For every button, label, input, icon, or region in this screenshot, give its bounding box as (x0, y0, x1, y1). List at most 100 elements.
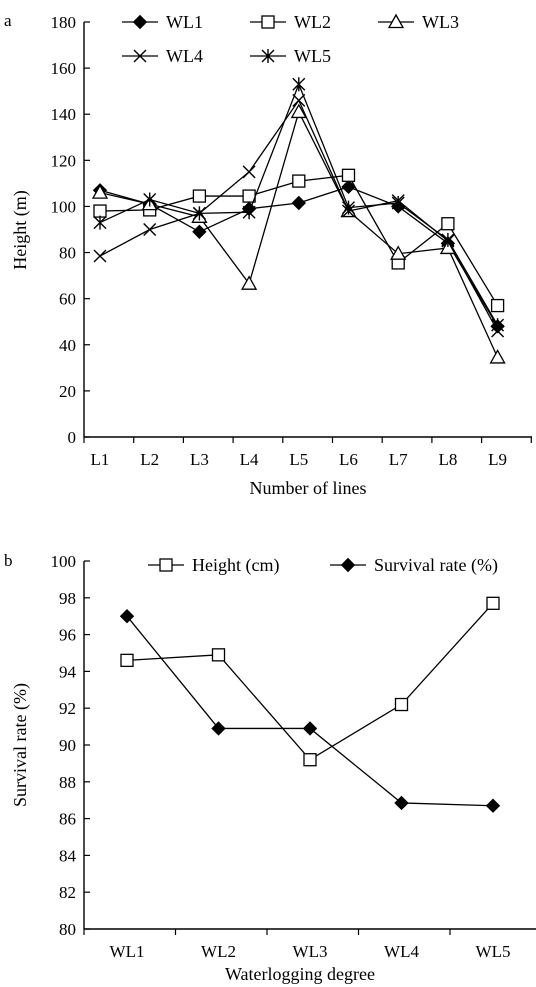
a-series-wl5-point-L9-shape (491, 318, 505, 333)
a-x-tick-label-L4: L4 (240, 450, 259, 469)
panel-b-legend: Height (cm) Survival rate (%) (148, 555, 498, 576)
a-series-wl3-point-L5 (290, 103, 307, 119)
a-series-wl2-point-L6 (341, 168, 356, 182)
a-y-tick-label-180: 180 (51, 13, 77, 32)
a-series-wl5-point-L5-shape (292, 77, 306, 92)
a-legend-item-wl2: WL2 (250, 12, 331, 32)
a-series-wl5-point-L1 (93, 215, 107, 230)
a-series-wl3-point-L7-shape (390, 245, 407, 260)
a-series-wl1-point-L5 (291, 195, 307, 211)
panel-b-ticks: 80 82 84 86 88 90 92 94 96 98 100 WL1 WL2 WL3 WL4 WL5 (51, 552, 511, 961)
b-series-height-cm-point-WL3-shape (303, 753, 317, 767)
a-series-wl3-point-L9-shape (489, 349, 506, 364)
b-x-tick-label-WL3: WL3 (293, 942, 328, 961)
panel-a-ticks: 0 20 40 60 80 100 120 140 160 180 L1 L2 L3 L4 L5 L6 L7 L8… (51, 13, 532, 469)
panel-b-label: b (4, 551, 13, 570)
b-series-survival-rate-point-WL2 (211, 721, 226, 736)
a-legend-marker-wl4-shape (133, 49, 147, 63)
a-legend-item-wl5: WL5 (250, 46, 331, 66)
a-series-wl2-point-L1 (93, 204, 107, 218)
a-series-wl2-point-L6-shape (341, 168, 356, 182)
b-x-tick-label-WL4: WL4 (384, 942, 419, 961)
b-legend-item-survival-rate: Survival rate (%) (330, 555, 498, 576)
a-series-wl1-point-L3-shape (192, 224, 207, 240)
a-series-wl1-point-L5-shape (291, 195, 307, 211)
b-series-height-cm-point-WL1 (120, 653, 134, 668)
a-series-wl3-point-L1-shape (91, 184, 109, 199)
b-series-height-cm-line (126, 602, 494, 761)
a-series-wl5-point-L3-shape (192, 206, 206, 221)
b-series-height-cm-point-WL1-shape (120, 653, 134, 668)
b-y-tick-label-94: 94 (59, 662, 77, 681)
a-series-wl5-point-L2 (143, 192, 157, 207)
a-y-tick-label-140: 140 (51, 105, 77, 124)
a-legend-marker-wl1-shape (132, 14, 148, 30)
a-x-tick-label-L6: L6 (339, 450, 358, 469)
b-series-height-cm-point-WL3 (303, 753, 317, 767)
a-series-wl2-point-L5 (292, 174, 306, 188)
a-series-wl5-point-L5 (292, 77, 306, 92)
panel-b-chart: b Survival rate (%) Waterlogging degree … (4, 551, 536, 984)
b-legend-marker-height-cm (159, 558, 173, 572)
a-series-wl5-point-L4 (242, 205, 256, 220)
panel-a-legend: WL1 WL2 WL3 WL4 WL5 (122, 12, 459, 66)
a-legend-marker-wl1 (132, 14, 148, 30)
b-y-tick-label-88: 88 (59, 773, 76, 792)
a-series-wl2-point-L5-shape (292, 174, 306, 188)
b-y-tick-label-92: 92 (59, 699, 76, 718)
a-series-wl1-point-L6 (341, 179, 356, 195)
b-series-survival-rate-point-WL2-shape (211, 721, 226, 736)
b-legend-marker-survival-rate (340, 557, 356, 573)
b-series-survival-rate-point-WL5 (485, 798, 501, 813)
a-series-wl2-point-L8 (441, 217, 455, 231)
b-x-tick-label-WL5: WL5 (476, 942, 511, 961)
a-series-wl5-point-L6-shape (342, 200, 355, 215)
a-series-wl3-point-L5-shape (290, 103, 307, 119)
b-y-tick-label-80: 80 (59, 920, 76, 939)
b-y-tick-label-82: 82 (59, 883, 76, 902)
a-legend-marker-wl2 (261, 15, 275, 29)
a-series-wl4-point-L1 (93, 249, 107, 263)
a-legend-marker-wl5-shape (261, 49, 275, 63)
b-x-tick-label-WL1: WL1 (110, 942, 145, 961)
a-y-tick-label-20: 20 (59, 382, 76, 401)
b-legend-marker-height-cm-shape (159, 558, 173, 572)
a-x-tick-label-L1: L1 (91, 450, 110, 469)
a-x-tick-label-L5: L5 (289, 450, 308, 469)
a-series-wl5-point-L4-shape (242, 205, 256, 220)
a-series-wl3-point-L4 (240, 275, 258, 290)
panel-a-label: a (4, 11, 12, 30)
a-series-wl5-point-L6 (342, 200, 355, 215)
b-series-height-cm-point-WL2 (211, 648, 226, 662)
a-series-wl5-point-L1-shape (93, 215, 107, 230)
b-y-tick-label-100: 100 (51, 552, 77, 571)
b-y-tick-label-90: 90 (59, 736, 76, 755)
b-series-height-cm-point-WL2-shape (211, 648, 226, 662)
a-series-wl3-point-L1 (91, 184, 109, 199)
b-legend-marker-survival-rate-shape (340, 557, 356, 573)
a-series-wl4-line (99, 99, 499, 332)
b-series-survival-rate-line (126, 615, 494, 807)
a-legend-label-wl3: WL3 (422, 12, 459, 32)
a-series-wl4-point-L4 (242, 165, 256, 179)
a-y-tick-label-80: 80 (59, 244, 76, 263)
a-legend-marker-wl2-shape (261, 15, 275, 29)
b-y-tick-label-86: 86 (59, 810, 76, 829)
a-series-wl5-point-L7-shape (391, 195, 405, 210)
a-x-tick-label-L3: L3 (190, 450, 209, 469)
b-legend-item-height-cm: Height (cm) (148, 555, 279, 576)
a-series-wl5-point-L8-shape (441, 232, 455, 247)
b-series-survival-rate-point-WL4-shape (394, 795, 409, 811)
b-series-survival-rate-point-WL5-shape (485, 798, 501, 813)
a-series-wl2-point-L8-shape (441, 217, 455, 231)
a-series-wl4-point-L5-shape (292, 93, 306, 107)
a-series-wl3-line (99, 110, 499, 358)
a-series-wl4-point-L5 (292, 93, 306, 107)
b-x-tick-label-WL2: WL2 (201, 942, 236, 961)
b-y-tick-label-96: 96 (59, 626, 76, 645)
a-x-tick-label-L2: L2 (140, 450, 159, 469)
b-series-height-cm-point-WL5-shape (486, 596, 500, 610)
b-series-height-cm-point-WL5 (486, 596, 500, 610)
a-y-tick-label-40: 40 (59, 336, 76, 355)
a-legend-marker-wl3 (387, 13, 405, 29)
